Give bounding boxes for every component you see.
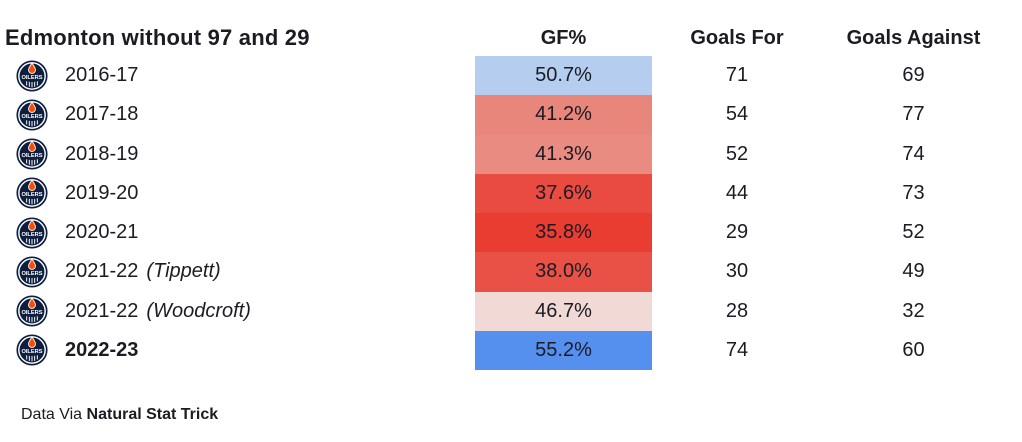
goals-for-value: 52 (725, 142, 749, 165)
season-label: 2022-23 (65, 338, 139, 361)
goals-against-value: 52 (902, 221, 925, 244)
table-header-row: Edmonton without 97 and 29 GF% Goals For… (0, 0, 1022, 56)
oilers-logo-icon (16, 177, 48, 209)
goals-for-value: 71 (725, 64, 749, 87)
goals-against-value: 69 (902, 64, 925, 87)
gf-pct-cell: 37.6% (475, 173, 652, 213)
table-row: 2017-18 41.2% 54 77 (0, 95, 1022, 135)
goals-against-value: 74 (902, 142, 925, 165)
goals-against-value: 49 (902, 260, 925, 283)
season-label: 2018-19 (65, 142, 139, 165)
gf-pct-cell: 50.7% (475, 56, 652, 96)
season-label: 2021-22 (Tippett) (65, 260, 221, 283)
goals-against-value: 77 (902, 103, 925, 126)
coach-label: (Tippett) (146, 260, 221, 283)
goals-for-value: 54 (725, 103, 749, 126)
gf-pct-cell: 46.7% (475, 291, 652, 331)
table-row: 2019-20 37.6% 44 73 (0, 173, 1022, 213)
oilers-logo-icon (16, 217, 48, 249)
table-row: 2022-23 55.2% 74 60 (0, 330, 1022, 370)
oilers-logo-icon (16, 256, 48, 288)
column-header-goals-against: Goals Against (846, 26, 981, 49)
oilers-logo-icon (16, 138, 48, 170)
data-source-prefix: Data Via (21, 406, 87, 423)
season-label: 2021-22 (Woodcroft) (65, 299, 251, 322)
gf-pct-cell: 41.2% (475, 95, 652, 135)
goals-for-value: 29 (725, 221, 749, 244)
table-row: 2021-22 (Woodcroft) 46.7% 28 32 (0, 291, 1022, 331)
gf-pct-cell: 41.3% (475, 134, 652, 174)
data-source-note: Data Via Natural Stat Trick (21, 406, 218, 424)
page-title: Edmonton without 97 and 29 (5, 25, 310, 50)
oilers-logo-icon (16, 295, 48, 327)
oilers-logo-icon (16, 334, 48, 366)
season-label: 2016-17 (65, 64, 139, 87)
table-row: 2016-17 50.7% 71 69 (0, 56, 1022, 96)
gf-pct-cell: 55.2% (475, 330, 652, 370)
table-row: 2018-19 41.3% 52 74 (0, 134, 1022, 174)
goals-against-value: 32 (902, 299, 925, 322)
coach-label: (Woodcroft) (146, 299, 251, 322)
table-row: 2020-21 35.8% 29 52 (0, 213, 1022, 253)
goals-for-value: 28 (725, 299, 749, 322)
table-row: 2021-22 (Tippett) 38.0% 30 49 (0, 252, 1022, 292)
season-label: 2017-18 (65, 103, 139, 126)
goals-against-value: 73 (902, 181, 925, 204)
goals-for-value: 30 (725, 260, 749, 283)
data-source-name: Natural Stat Trick (86, 406, 219, 423)
goals-for-value: 44 (725, 181, 749, 204)
gf-pct-cell: 35.8% (475, 213, 652, 253)
column-header-goals-for: Goals For (690, 26, 784, 49)
oilers-logo-icon (16, 99, 48, 131)
goals-against-value: 60 (902, 338, 925, 361)
gf-pct-cell: 38.0% (475, 252, 652, 292)
oilers-logo-icon (16, 60, 48, 92)
goals-for-value: 74 (725, 338, 749, 361)
column-header-gf-pct: GF% (540, 26, 587, 49)
season-label: 2019-20 (65, 181, 139, 204)
season-label: 2020-21 (65, 221, 139, 244)
